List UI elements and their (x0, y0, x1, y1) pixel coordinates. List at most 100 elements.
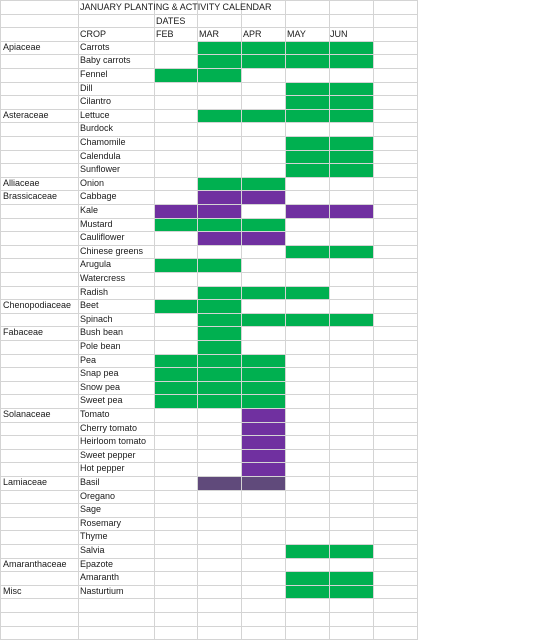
grid-row-line (0, 122, 417, 124)
crop-label: Epazote (80, 558, 114, 569)
grid-row-line (0, 598, 417, 600)
activity-fill (197, 312, 241, 327)
plant-family-label: Asteraceae (3, 109, 49, 120)
crop-label: Carrots (80, 41, 110, 52)
grid-row-line (0, 584, 417, 586)
crop-label: Sage (80, 504, 102, 515)
grid-row-line (0, 95, 417, 97)
crop-label: Arugula (80, 259, 112, 270)
month-header-may: MAY (287, 29, 306, 39)
crop-label: Kale (80, 205, 99, 215)
activity-fill (241, 312, 373, 327)
grid-column-line (373, 0, 374, 640)
grid-column-line (154, 0, 155, 640)
grid-row-line (0, 448, 417, 450)
plant-family-label: Fabaceae (3, 327, 44, 338)
crop-label: Lettuce (80, 109, 110, 120)
crop-label: Fennel (80, 69, 108, 79)
grid-row-line (0, 217, 417, 219)
month-header-feb: FEB (156, 29, 174, 39)
activity-fill (241, 435, 285, 449)
crop-label: Sweet pepper (80, 449, 136, 460)
grid-row-line (0, 272, 417, 273)
grid-row-line (0, 68, 417, 69)
crop-label: Chinese greens (80, 245, 144, 256)
grid-column-line (197, 0, 198, 640)
crop-label: Radish (80, 286, 109, 297)
activity-fill (197, 299, 241, 313)
plant-family-label: Amaranthaceae (3, 558, 67, 569)
crop-label: Snow pea (80, 381, 121, 392)
grid-row-line (0, 394, 417, 396)
grid-row-line (0, 544, 417, 545)
grid-row-line (0, 231, 417, 233)
grid-column-line (78, 0, 79, 640)
grid-row-line (0, 571, 417, 573)
activity-fill (241, 421, 285, 436)
crop-label: Spinach (80, 313, 113, 324)
grid-column-line (417, 0, 418, 640)
crop-label: Baby carrots (80, 55, 131, 66)
crop-label: Snap pea (80, 368, 119, 379)
crop-label: Burdock (80, 123, 114, 134)
activity-fill (197, 326, 241, 340)
crop-label: Pole bean (80, 341, 121, 351)
plant-family-label: Apiaceae (3, 41, 41, 52)
activity-fill (197, 340, 241, 354)
activity-fill (241, 448, 285, 463)
grid-row-line (0, 285, 417, 287)
grid-row-line (0, 625, 417, 627)
activity-fill (241, 408, 285, 422)
month-header-mar: MAR (199, 29, 219, 39)
grid-row-line (0, 340, 417, 341)
crop-label: Heirloom tomato (80, 436, 147, 447)
plant-family-label: Solanaceae (3, 409, 51, 419)
grid-row-line (0, 108, 417, 110)
crop-label: Cauliflower (80, 232, 125, 243)
grid-row-line (0, 176, 417, 178)
crop-label: Chamomile (80, 137, 126, 147)
grid-row-line (0, 13, 417, 15)
grid-row-line (0, 435, 417, 437)
crop-label: Watercress (80, 273, 126, 283)
activity-fill (197, 285, 329, 300)
grid-row-line (0, 326, 417, 328)
activity-fill (154, 353, 285, 368)
crop-label: Cabbage (80, 191, 117, 202)
grid-row-line (0, 408, 417, 409)
crop-label: Beet (80, 300, 99, 311)
grid-row-line (0, 557, 417, 559)
activity-fill (241, 462, 285, 476)
grid-column-line (0, 0, 1, 640)
crop-label: Nasturtium (80, 585, 124, 596)
crop-label: Pea (80, 354, 97, 365)
grid-row-line (0, 421, 417, 423)
grid-row-line (0, 489, 417, 491)
grid-row-line (0, 258, 417, 260)
grid-row-line (0, 27, 417, 29)
grid-row-line (0, 299, 417, 301)
activity-fill (154, 299, 197, 313)
month-header-apr: APR (243, 29, 262, 39)
crop-label: Calendula (80, 150, 121, 161)
crop-label: Hot pepper (80, 463, 125, 474)
grid-row-line (0, 54, 417, 56)
grid-row-line (0, 190, 417, 192)
crop-label: Oregano (80, 490, 116, 501)
grid-row-line (0, 530, 417, 532)
grid-row-line (0, 81, 417, 83)
plant-family-label: Brassicaceae (3, 191, 58, 202)
crop-label: Onion (80, 177, 105, 188)
grid-row-line (0, 503, 417, 505)
plant-family-label: Lamiaceae (3, 477, 48, 487)
crop-label: Amaranth (80, 572, 120, 583)
dates-label: DATES (156, 16, 186, 26)
plant-family-label: Chenopodiaceae (3, 300, 72, 311)
plant-family-label: Alliaceae (3, 177, 40, 188)
activity-fill (154, 217, 285, 232)
grid-row-line (0, 40, 417, 42)
grid-row-line (0, 312, 417, 314)
crop-label: Sunflower (80, 164, 121, 175)
crop-label: Rosemary (80, 517, 122, 528)
